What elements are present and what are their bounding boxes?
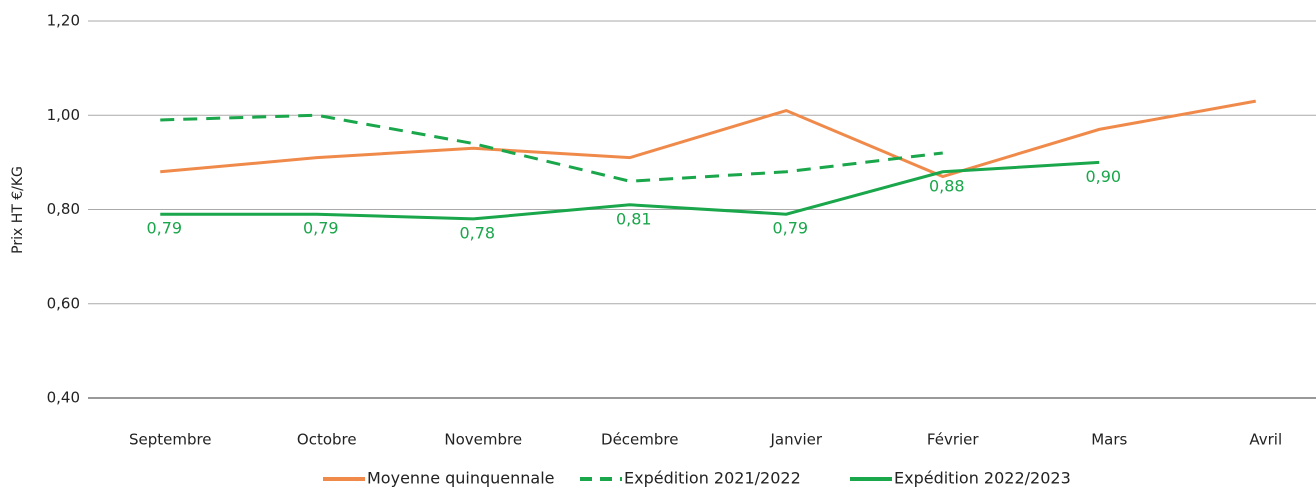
data-label: 0,79: [772, 219, 808, 238]
legend-label: Expédition 2022/2023: [894, 469, 1071, 488]
x-tick-label: Avril: [1249, 431, 1282, 449]
x-tick-label: Septembre: [129, 431, 212, 449]
data-label: 0,78: [459, 223, 495, 242]
line-series: [160, 160, 1100, 221]
data-label: 0,79: [146, 219, 182, 238]
y-tick-label: 0,60: [47, 294, 80, 312]
legend-label: Expédition 2021/2022: [624, 469, 801, 488]
y-tick-label: 0,80: [47, 200, 80, 218]
y-tick-label: 0,40: [47, 389, 80, 407]
x-tick-label: Novembre: [444, 431, 522, 449]
x-tick-label: Février: [927, 431, 979, 449]
y-axis-label: Prix HT €/KG: [10, 166, 26, 254]
data-label: 0,88: [929, 176, 965, 195]
line-series: [160, 113, 943, 183]
data-label: 0,81: [616, 209, 652, 228]
y-tick-label: 1,00: [47, 106, 80, 124]
x-tick-label: Octobre: [297, 431, 357, 449]
x-tick-label: Décembre: [601, 431, 678, 449]
x-tick-label: Janvier: [769, 431, 822, 449]
data-label: 0,90: [1085, 167, 1121, 186]
legend-label: Moyenne quinquennale: [367, 469, 555, 488]
y-tick-label: 1,20: [47, 12, 80, 30]
x-tick-label: Mars: [1091, 431, 1127, 449]
data-label: 0,79: [303, 219, 339, 238]
line-series: [160, 99, 1257, 179]
